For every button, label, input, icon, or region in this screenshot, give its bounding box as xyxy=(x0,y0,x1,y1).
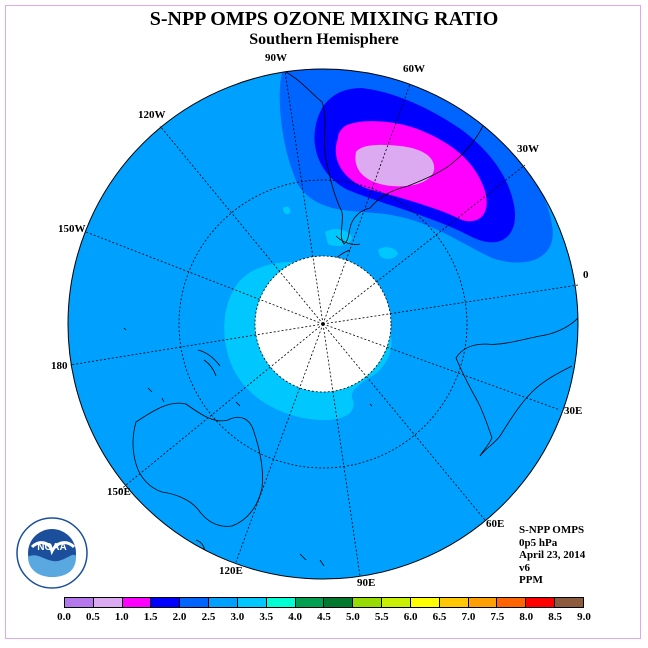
colorbar-swatch xyxy=(295,598,325,607)
field-lower-spot-2 xyxy=(378,247,398,259)
coast-africa xyxy=(455,317,578,457)
label-0: 0 xyxy=(583,269,589,281)
colorbar-swatch xyxy=(526,598,556,607)
colorbar-swatch xyxy=(93,598,123,607)
label-150w: 150W xyxy=(58,223,86,235)
colorbar-tick-label: 6.5 xyxy=(432,611,447,623)
field-lower-spot-3 xyxy=(283,206,291,215)
colorbar-swatch xyxy=(122,598,152,607)
graticule xyxy=(69,70,579,577)
colorbar-tick-label: 2.0 xyxy=(172,611,187,623)
label-90w: 90W xyxy=(265,52,287,64)
colorbar-tick-label: 0.5 xyxy=(86,611,100,623)
field-lower-spot xyxy=(325,229,352,246)
label-60e: 60E xyxy=(486,518,505,530)
colorbar-tick-label: 3.0 xyxy=(230,611,245,623)
label-30w: 30W xyxy=(517,143,539,155)
colorbar-tick-label: 3.5 xyxy=(259,611,274,623)
colorbar-tick-label: 8.0 xyxy=(519,611,534,623)
coast-new-zealand xyxy=(197,349,221,377)
colorbar-tick-label: 7.5 xyxy=(490,611,505,623)
south-pole-dot xyxy=(321,322,325,326)
latitude-circle-middle xyxy=(178,179,468,469)
colorbar xyxy=(64,597,584,608)
colorbar-swatch xyxy=(439,598,469,607)
noaa-logo: NOAA xyxy=(16,517,88,589)
coast-australia xyxy=(132,402,263,527)
colorbar-tick-label: 0.0 xyxy=(57,611,71,623)
colorbar-swatch xyxy=(353,598,383,607)
colorbar-swatch xyxy=(382,598,411,607)
latitude-circle-inner xyxy=(254,255,392,393)
instrument-name: S-NPP OMPS xyxy=(519,524,585,536)
meridian-30w xyxy=(322,164,526,325)
units-label: PPM xyxy=(519,574,543,586)
meridian-90e xyxy=(322,323,361,577)
colorbar-tick-label: 4.0 xyxy=(288,611,302,623)
meridian-0 xyxy=(322,284,579,325)
colorbar-swatch xyxy=(468,598,498,607)
colorbar-tick-label: 1.5 xyxy=(143,611,158,623)
colorbar-tick-label: 1.0 xyxy=(114,611,129,623)
coast-islands xyxy=(123,327,373,567)
meridian-60w xyxy=(322,83,411,325)
colorbar-swatch xyxy=(555,598,583,607)
meridian-90w xyxy=(284,70,324,325)
colorbar-tick-label: 8.5 xyxy=(548,611,562,623)
colorbar-swatch xyxy=(324,598,354,607)
pressure-level: 0p5 hPa xyxy=(519,536,558,549)
label-120w: 120W xyxy=(138,109,166,121)
colorbar-swatch xyxy=(180,598,210,607)
figure-frame xyxy=(5,5,641,639)
noaa-logo-text: NOAA xyxy=(37,542,66,553)
colorbar-tick-label: 2.5 xyxy=(201,611,216,623)
colorbar-tick-label: 6.0 xyxy=(403,611,418,623)
map-title: S-NPP OMPS OZONE MIXING RATIO xyxy=(149,8,499,30)
label-90e: 90E xyxy=(357,577,376,589)
colorbar-tick-label: 7.0 xyxy=(461,611,476,623)
data-version: v6 xyxy=(519,561,530,574)
colorbar-swatch xyxy=(266,598,296,607)
label-180: 180 xyxy=(51,360,68,372)
label-120e: 120E xyxy=(219,565,243,577)
label-30e: 30E xyxy=(564,405,583,417)
colorbar-swatch xyxy=(65,598,94,607)
colorbar-tick-label: 5.5 xyxy=(374,611,389,623)
colorbar-tick-label: 9.0 xyxy=(577,611,591,623)
colorbar-swatch xyxy=(209,598,238,607)
meridian-120w xyxy=(159,125,324,325)
colorbar-tick-label: 4.5 xyxy=(317,611,331,623)
label-60w: 60W xyxy=(403,63,425,75)
colorbar-swatch xyxy=(237,598,267,607)
contour-1-0 xyxy=(355,144,435,187)
coast-south-america-tail xyxy=(335,235,361,245)
colorbar-swatch xyxy=(410,598,440,607)
map-subtitle: Southern Hemisphere xyxy=(249,31,399,48)
meridian-180 xyxy=(69,323,324,366)
product-info: S-NPP OMPS 0p5 hPa April 23, 2014 v6 PPM xyxy=(519,524,585,587)
colorbar-swatch xyxy=(151,598,181,607)
colorbar-tick-label: 5.0 xyxy=(346,611,360,623)
label-150e: 150E xyxy=(107,486,131,498)
observation-date: April 23, 2014 xyxy=(519,549,586,561)
map-boundary xyxy=(67,68,579,580)
colorbar-swatch xyxy=(497,598,527,607)
